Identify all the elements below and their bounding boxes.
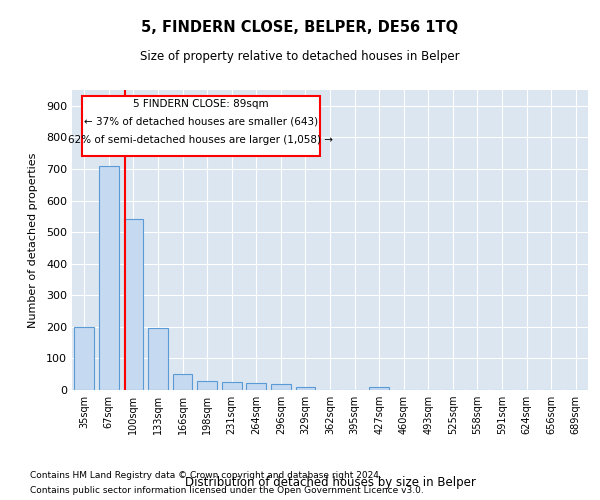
Text: Contains HM Land Registry data © Crown copyright and database right 2024.: Contains HM Land Registry data © Crown c… — [30, 471, 382, 480]
Bar — [173, 374, 193, 390]
Text: Contains public sector information licensed under the Open Government Licence v3: Contains public sector information licen… — [30, 486, 424, 495]
Text: Size of property relative to detached houses in Belper: Size of property relative to detached ho… — [140, 50, 460, 63]
Bar — [197, 380, 217, 390]
Bar — [148, 328, 168, 390]
Bar — [222, 382, 242, 390]
Y-axis label: Number of detached properties: Number of detached properties — [28, 152, 38, 328]
Bar — [99, 166, 119, 390]
Text: ← 37% of detached houses are smaller (643): ← 37% of detached houses are smaller (64… — [84, 117, 318, 127]
Bar — [74, 327, 94, 390]
Text: 5 FINDERN CLOSE: 89sqm: 5 FINDERN CLOSE: 89sqm — [133, 99, 269, 109]
Text: 62% of semi-detached houses are larger (1,058) →: 62% of semi-detached houses are larger (… — [68, 135, 334, 145]
Bar — [271, 384, 290, 390]
Bar — [370, 387, 389, 390]
Text: 5, FINDERN CLOSE, BELPER, DE56 1TQ: 5, FINDERN CLOSE, BELPER, DE56 1TQ — [142, 20, 458, 35]
Bar — [124, 220, 143, 390]
FancyBboxPatch shape — [82, 96, 320, 156]
Bar — [296, 387, 315, 390]
X-axis label: Distribution of detached houses by size in Belper: Distribution of detached houses by size … — [185, 476, 475, 489]
Bar — [247, 383, 266, 390]
